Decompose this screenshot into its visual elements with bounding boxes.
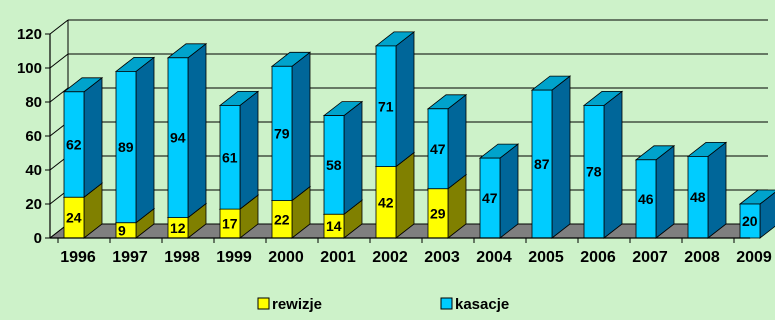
bar-side: [187, 42, 207, 219]
y-tick-label: 40: [25, 162, 42, 179]
bar-side: [395, 151, 415, 239]
data-label-kasacje-2004: 47: [482, 190, 498, 206]
data-label-kasacje-2006: 78: [586, 164, 602, 180]
bar-kasacje-2000: [270, 51, 312, 202]
data-label-kasacje-1999: 61: [222, 149, 238, 165]
data-label-kasacje-2002: 71: [378, 98, 394, 114]
bar-side: [343, 100, 363, 216]
y-axis: 0 20 40 60 80 100 120: [17, 26, 51, 247]
x-tick-label-2009: 2009: [736, 249, 772, 266]
bar-kasacje-1998: [166, 42, 208, 219]
data-label-rewizje-1999: 17: [222, 216, 238, 232]
bar-front: [427, 108, 449, 190]
bar-kasacje-2003: [426, 93, 468, 190]
data-label-kasacje-1997: 89: [118, 139, 134, 155]
bar-kasacje-1999: [218, 90, 260, 210]
bar-front: [115, 71, 137, 224]
bar-kasacje-1996: [62, 76, 104, 199]
x-tick-label-2005: 2005: [528, 249, 564, 266]
bar-side: [707, 141, 727, 239]
x-tick-label-2004: 2004: [476, 249, 512, 266]
data-label-kasacje-2000: 79: [274, 125, 290, 141]
data-label-rewizje-2003: 29: [430, 205, 446, 221]
data-label-kasacje-2005: 87: [534, 156, 550, 172]
y-tick-label: 20: [25, 196, 42, 213]
x-tick-label-1997: 1997: [112, 249, 148, 266]
gridline-depth: [49, 19, 69, 35]
data-label-kasacje-1998: 94: [170, 130, 186, 146]
bar-front: [167, 57, 189, 219]
data-label-rewizje-1997: 9: [118, 222, 126, 238]
y-tick-label: 60: [25, 128, 42, 145]
legend-label-kasacje: kasacje: [455, 296, 509, 313]
bar-kasacje-2006: [582, 90, 624, 239]
bar-front: [375, 45, 397, 167]
y-tick-label: 120: [17, 26, 42, 43]
legend-label-rewizje: rewizje: [272, 296, 322, 313]
bar-side: [499, 143, 519, 239]
gridline-depth: [49, 87, 69, 103]
bar-front: [271, 65, 293, 202]
bar-front: [63, 91, 85, 198]
y-tick-label: 0: [34, 230, 42, 247]
bar-side: [291, 51, 311, 202]
legend: rewizje kasacje: [257, 296, 509, 313]
data-label-rewizje-2000: 22: [274, 211, 290, 227]
data-label-rewizje-1996: 24: [66, 210, 82, 226]
x-tick-label-2003: 2003: [424, 249, 460, 266]
bar-side: [135, 56, 155, 224]
bar-kasacje-2001: [322, 100, 364, 216]
data-label-kasacje-2009: 20: [742, 213, 758, 229]
bar-kasacje-2009: [738, 189, 775, 239]
x-tick-label-2001: 2001: [320, 249, 356, 266]
x-tick-label-1998: 1998: [164, 249, 200, 266]
x-tick-label-1996: 1996: [60, 249, 96, 266]
data-label-rewizje-1998: 12: [170, 220, 186, 236]
bar-side: [655, 144, 675, 239]
bar-side: [239, 90, 259, 210]
x-axis: 1996 1997 1998 1999 2000 2001 2002 2003 2004 2005…: [50, 237, 772, 266]
bar-kasacje-2002: [374, 31, 416, 168]
bar-side: [395, 31, 415, 168]
data-label-kasacje-2001: 58: [326, 157, 342, 173]
bar-side: [603, 90, 623, 239]
bar-kasacje-1997: [114, 56, 156, 224]
bar-front: [323, 115, 345, 215]
x-tick-label-2007: 2007: [632, 249, 668, 266]
bar-kasacje-2004: [478, 143, 520, 239]
data-labels-layer: 24 62 9 89 12 94 17 61 22 79 14 58 42 71 29 47 47 87 78 46 4…: [66, 98, 758, 238]
bar-kasacje-2008: [686, 141, 728, 239]
bars-layer: [62, 31, 775, 239]
bar-front: [219, 105, 241, 210]
y-tick-label: 100: [17, 60, 42, 77]
x-tick-label-1999: 1999: [216, 249, 252, 266]
bar-side: [83, 76, 103, 199]
legend-swatch-kasacje: [440, 297, 453, 310]
bar-side: [551, 75, 571, 239]
data-label-kasacje-2003: 47: [430, 141, 446, 157]
legend-swatch-rewizje: [257, 297, 270, 310]
data-label-rewizje-2002: 42: [378, 194, 394, 210]
gridline-depth: [49, 53, 69, 69]
data-label-kasacje-2008: 48: [690, 189, 706, 205]
y-tick-label: 80: [25, 94, 42, 111]
x-tick-label-2000: 2000: [268, 249, 304, 266]
x-tick-label-2002: 2002: [372, 249, 408, 266]
x-tick-label-2006: 2006: [580, 249, 616, 266]
bar-side: [447, 93, 467, 190]
data-label-kasacje-2007: 46: [638, 191, 654, 207]
data-label-kasacje-1996: 62: [66, 137, 82, 153]
bar-kasacje-2007: [634, 144, 676, 239]
data-label-rewizje-2001: 14: [326, 218, 342, 234]
x-tick-label-2008: 2008: [684, 249, 720, 266]
